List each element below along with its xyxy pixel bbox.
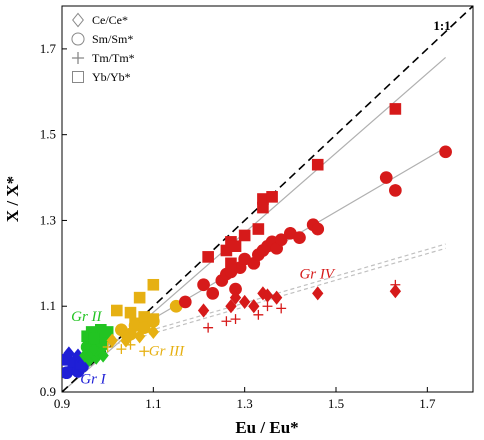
data-point (312, 286, 324, 301)
group-label: Gr II (71, 309, 102, 325)
y-tick-label: 1.5 (40, 127, 56, 142)
x-tick-label: 1.7 (419, 396, 436, 411)
data-point (139, 346, 150, 357)
data-point (120, 333, 132, 348)
legend-label: Yb/Yb* (92, 70, 131, 84)
data-point (133, 329, 146, 344)
data-point (225, 299, 237, 314)
data-point (274, 233, 288, 247)
data-point (311, 158, 324, 171)
y-tick-label: 1.7 (40, 41, 57, 56)
data-point (147, 324, 159, 340)
y-tick-label: 1.3 (40, 212, 56, 227)
data-point (276, 303, 287, 314)
legend-label: Sm/Sm* (92, 32, 133, 46)
group-label: Gr IV (299, 266, 335, 282)
data-point (389, 184, 402, 197)
data-point (93, 333, 104, 344)
data-point (97, 348, 109, 363)
data-point (262, 301, 273, 312)
data-point (125, 339, 136, 350)
data-point (124, 306, 137, 319)
data-point (390, 279, 401, 290)
data-points (62, 103, 452, 380)
data-point (197, 278, 210, 292)
data-point (379, 171, 393, 184)
legend: Ce/Ce* Sm/Sm* Tm/Tm* Yb/Yb* (71, 12, 135, 84)
data-point (102, 342, 113, 352)
x-axis: 0.9 1.1 1.3 1.5 1.7 (54, 387, 436, 411)
data-point (84, 335, 95, 346)
data-point (178, 295, 192, 309)
data-point (439, 145, 452, 159)
y-axis: 0.9 1.1 1.3 1.5 1.7 (40, 41, 67, 399)
y-axis-title: X / X* (3, 176, 22, 222)
data-point (229, 290, 242, 305)
group-label: Gr I (80, 371, 106, 387)
data-point (238, 229, 251, 242)
data-point (116, 344, 127, 355)
x-tick-label: 0.9 (54, 396, 70, 411)
data-point (133, 291, 146, 304)
y-tick-label: 0.9 (40, 384, 56, 399)
data-point (266, 191, 278, 203)
data-point (389, 284, 402, 299)
x-tick-label: 1.1 (145, 396, 161, 411)
data-point (293, 231, 306, 244)
legend-marker (72, 71, 84, 83)
data-point (230, 314, 241, 325)
data-point (253, 309, 264, 320)
y-tick-label: 1.1 (40, 298, 56, 313)
data-point (206, 287, 220, 300)
data-point (98, 344, 109, 355)
plot-frame (61, 5, 474, 393)
data-point (311, 222, 325, 236)
data-point (225, 257, 237, 270)
data-point (111, 304, 123, 317)
data-point (252, 223, 265, 235)
data-point (389, 103, 402, 115)
data-point (229, 240, 242, 252)
data-point (203, 322, 214, 333)
data-point (270, 290, 283, 305)
legend-marker (71, 51, 85, 65)
data-point (239, 294, 251, 310)
legend-label: Ce/Ce* (92, 13, 128, 27)
data-point (257, 201, 269, 214)
data-point (137, 321, 151, 335)
x-axis-title: Eu / Eu* (235, 418, 298, 437)
data-point (147, 278, 160, 291)
x-tick-label: 1.5 (328, 396, 344, 411)
data-point (63, 346, 75, 361)
data-point (248, 299, 260, 314)
x-tick-label: 1.3 (237, 396, 253, 411)
data-point (221, 316, 232, 327)
group-labels: Gr I Gr II Gr III Gr IV (71, 266, 336, 387)
data-point (88, 342, 100, 357)
legend-label: Tm/Tm* (92, 51, 135, 65)
group-label: Gr III (149, 344, 185, 360)
data-point (101, 326, 114, 338)
data-point (197, 303, 210, 318)
data-point (202, 251, 214, 263)
legend-marker (71, 32, 85, 46)
legend-marker (72, 12, 84, 28)
reference-line-label: 1:1 (433, 18, 450, 33)
